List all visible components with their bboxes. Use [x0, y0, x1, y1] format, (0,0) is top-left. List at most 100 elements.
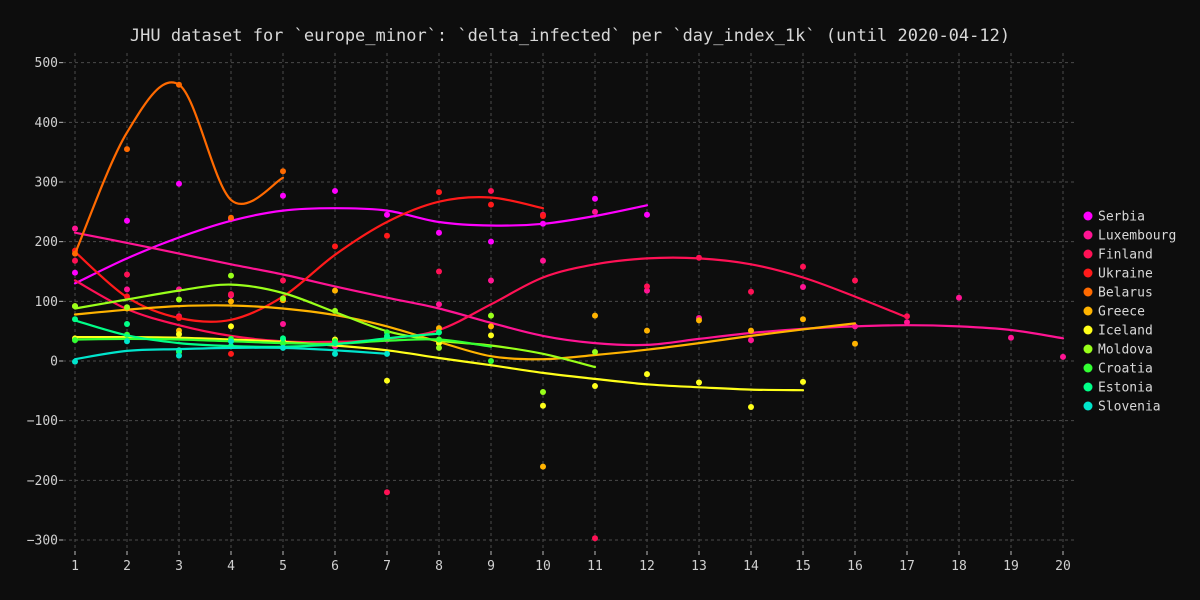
data-point-estonia: [436, 329, 442, 336]
data-point-estonia: [72, 316, 78, 323]
series-slovenia: [72, 338, 390, 365]
legend-marker: [1083, 382, 1093, 392]
data-point-greece: [800, 316, 806, 323]
data-point-iceland: [748, 403, 754, 410]
legend-marker: [1083, 230, 1093, 240]
x-tick-label: 19: [1003, 559, 1019, 574]
data-point-luxembourg: [1008, 334, 1014, 341]
legend-item-moldova[interactable]: Moldova: [1083, 343, 1153, 358]
data-point-iceland: [800, 378, 806, 385]
series-group: [72, 81, 1066, 542]
data-point-serbia: [540, 220, 546, 227]
data-point-finland: [748, 288, 754, 295]
legend-item-finland[interactable]: Finland: [1083, 248, 1153, 263]
data-point-serbia: [72, 269, 78, 276]
trend-line-iceland: [73, 335, 805, 392]
data-point-greece: [540, 463, 546, 470]
data-point-finland: [800, 263, 806, 270]
data-point-croatia: [436, 336, 442, 343]
data-point-luxembourg: [488, 277, 494, 284]
data-point-finland: [644, 283, 650, 290]
data-point-estonia: [124, 321, 130, 328]
y-tick-label: −200: [27, 474, 58, 489]
data-point-estonia: [332, 340, 338, 347]
data-point-finland: [384, 489, 390, 496]
data-point-slovenia: [72, 358, 78, 365]
y-tick-label: 100: [35, 295, 58, 310]
series-moldova: [72, 272, 598, 396]
data-point-estonia: [280, 335, 286, 342]
data-point-croatia: [72, 337, 78, 344]
legend-item-belarus[interactable]: Belarus: [1083, 286, 1153, 301]
x-tick-label: 9: [487, 559, 495, 574]
data-point-moldova: [592, 349, 598, 356]
data-point-serbia: [384, 211, 390, 218]
legend-item-ukraine[interactable]: Ukraine: [1083, 267, 1153, 282]
data-point-moldova: [488, 312, 494, 319]
data-point-iceland: [176, 331, 182, 338]
series-belarus: [72, 81, 286, 257]
legend-label: Belarus: [1098, 286, 1153, 301]
legend-item-serbia[interactable]: Serbia: [1083, 210, 1145, 225]
x-tick-label: 15: [795, 559, 811, 574]
data-point-moldova: [72, 303, 78, 310]
data-point-moldova: [228, 272, 234, 279]
x-tick-label: 16: [847, 559, 863, 574]
legend-marker: [1083, 325, 1093, 335]
x-tick-label: 4: [227, 559, 235, 574]
data-point-greece: [488, 323, 494, 330]
data-point-finland: [904, 313, 910, 320]
legend-label: Iceland: [1098, 324, 1153, 339]
data-point-slovenia: [124, 338, 130, 345]
legend-item-greece[interactable]: Greece: [1083, 305, 1146, 320]
data-point-serbia: [644, 211, 650, 218]
legend-label: Serbia: [1098, 210, 1145, 225]
legend-item-croatia[interactable]: Croatia: [1083, 362, 1153, 377]
legend-label: Estonia: [1098, 381, 1153, 396]
data-point-ukraine: [228, 350, 234, 357]
trend-line-slovenia: [73, 346, 389, 361]
legend-marker: [1083, 249, 1093, 259]
data-point-moldova: [540, 389, 546, 396]
data-point-luxembourg: [800, 284, 806, 291]
series-luxembourg: [72, 208, 1066, 360]
data-point-croatia: [488, 358, 494, 364]
x-tick-label: 3: [175, 559, 183, 574]
data-point-croatia: [280, 340, 286, 347]
legend-label: Croatia: [1098, 362, 1153, 377]
data-point-finland: [592, 535, 598, 542]
data-point-ukraine: [436, 189, 442, 196]
data-point-greece: [332, 287, 338, 294]
legend-label: Ukraine: [1098, 267, 1153, 282]
legend-marker: [1083, 363, 1093, 373]
legend-label: Luxembourg: [1098, 229, 1176, 244]
data-point-moldova: [176, 296, 182, 303]
axes: 1 2 3 4 5 6 7 8 9 10 11 12 13 14 15 16 17 18 19 20−300−200−…: [27, 56, 1071, 574]
data-point-luxembourg: [540, 257, 546, 264]
legend-marker: [1083, 306, 1093, 316]
data-point-finland: [696, 254, 702, 261]
trend-line-greece: [73, 304, 857, 361]
legend-label: Greece: [1098, 305, 1145, 320]
data-point-ukraine: [176, 315, 182, 322]
legend-item-estonia[interactable]: Estonia: [1083, 381, 1153, 396]
legend-item-iceland[interactable]: Iceland: [1083, 324, 1153, 339]
y-tick-label: 400: [35, 116, 58, 131]
data-point-finland: [228, 291, 234, 298]
data-point-luxembourg: [1060, 353, 1066, 360]
y-tick-label: 500: [35, 56, 58, 71]
data-point-greece: [228, 298, 234, 305]
data-point-serbia: [176, 180, 182, 187]
legend-item-luxembourg[interactable]: Luxembourg: [1083, 229, 1177, 244]
data-point-finland: [488, 187, 494, 194]
x-tick-label: 5: [279, 559, 287, 574]
legend-label: Moldova: [1098, 343, 1153, 358]
data-point-luxembourg: [592, 208, 598, 215]
legend-marker: [1083, 344, 1093, 354]
data-point-luxembourg: [436, 301, 442, 308]
x-tick-label: 6: [331, 559, 339, 574]
legend-item-slovenia[interactable]: Slovenia: [1083, 400, 1161, 415]
data-point-greece: [852, 340, 858, 347]
x-tick-label: 11: [587, 559, 603, 574]
data-point-finland: [280, 277, 286, 284]
